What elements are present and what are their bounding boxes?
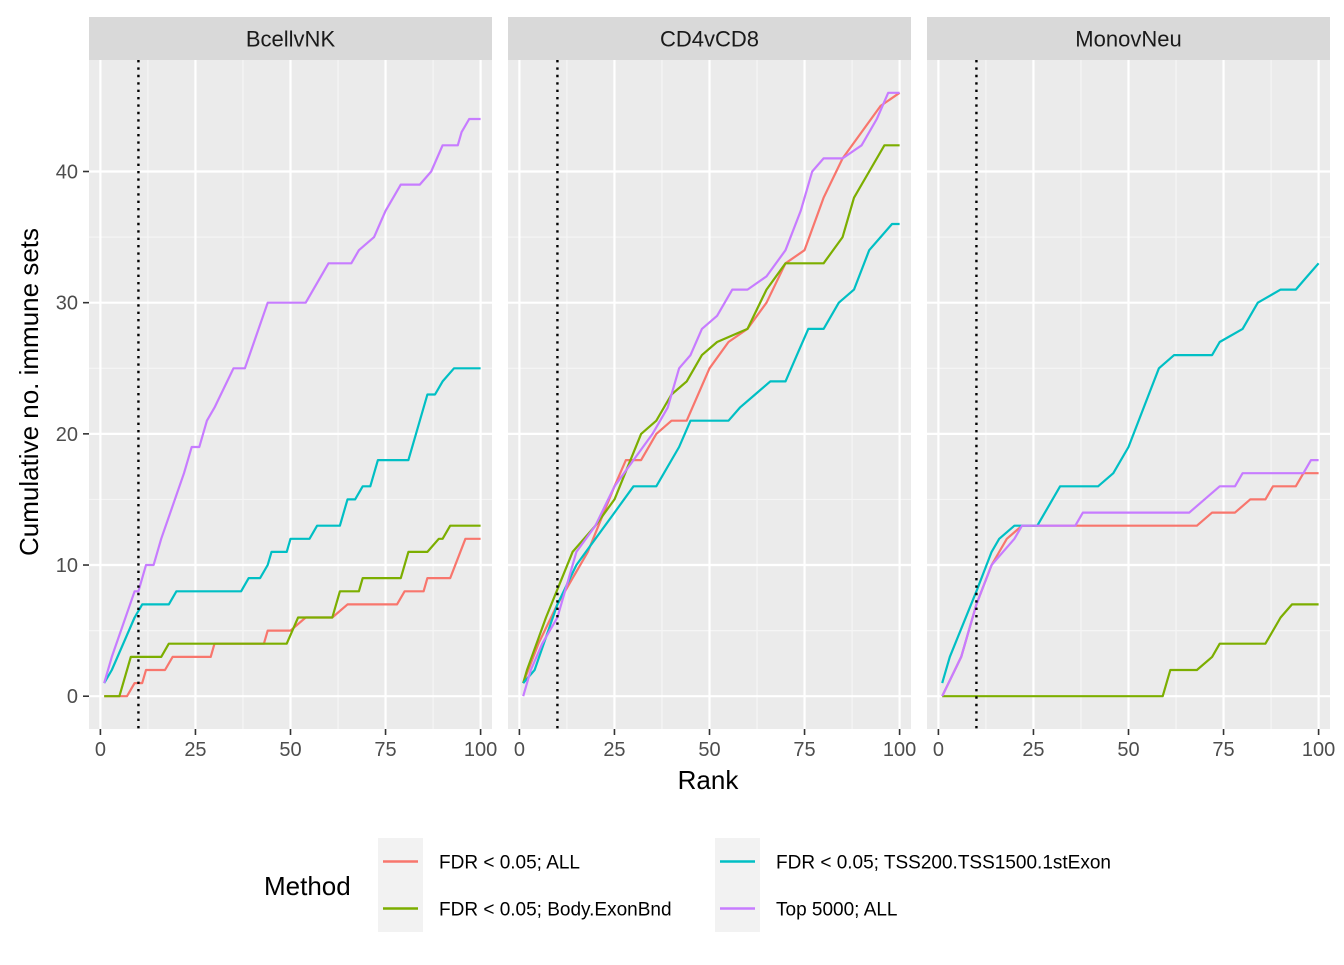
x-tick-label: 75 — [1212, 739, 1234, 761]
series-line — [941, 262, 1320, 684]
series-line — [941, 459, 1319, 697]
legend-title: Method — [264, 871, 351, 901]
x-tick-label: 0 — [933, 739, 944, 761]
legend-entry-label: FDR < 0.05; Body.ExonBnd — [439, 900, 672, 921]
x-tick-label: 75 — [793, 739, 815, 761]
series-line — [942, 603, 1319, 698]
x-tick-label: 50 — [698, 739, 720, 761]
y-axis-title: Cumulative no. immune sets — [14, 228, 44, 556]
y-tick-label: 20 — [56, 424, 78, 446]
facet-strip — [89, 17, 492, 60]
x-tick-label: 25 — [184, 739, 206, 761]
x-tick-label: 100 — [1302, 739, 1335, 761]
series-line — [522, 91, 901, 684]
facet-strip-label: CD4vCD8 — [660, 27, 759, 52]
x-tick-label: 100 — [464, 739, 497, 761]
facet-strip — [927, 17, 1330, 60]
series-line — [522, 91, 900, 697]
x-tick-label: 0 — [95, 739, 106, 761]
y-tick-label: 0 — [67, 686, 78, 708]
x-tick-label: 25 — [603, 739, 625, 761]
panels-layer: BcellvNK 0 25 50 75 100 0 10 20 30 40 CD4vCD8 0 25 50 7… — [56, 17, 1335, 761]
facet-strip-label: BcellvNK — [246, 27, 336, 52]
legend-entry-label: FDR < 0.05; TSS200.TSS1500.1stExon — [776, 853, 1111, 874]
y-tick-label: 10 — [56, 555, 78, 577]
legend-entry-label: FDR < 0.05; ALL — [439, 853, 580, 874]
x-tick-label: 50 — [1117, 739, 1139, 761]
y-tick-label: 30 — [56, 293, 78, 315]
series-line — [103, 367, 481, 684]
series-line — [104, 537, 481, 698]
facet-panel-0: BcellvNK 0 25 50 75 100 0 10 20 30 40 — [56, 17, 497, 761]
legend: Method FDR < 0.05; ALL FDR < 0.05; Body.E… — [264, 838, 1111, 932]
facet-strip — [508, 17, 911, 60]
facet-panel-1: CD4vCD8 0 25 50 75 100 — [508, 17, 916, 761]
x-axis-title: Rank — [678, 765, 740, 795]
x-tick-label: 100 — [883, 739, 916, 761]
series-line — [522, 222, 900, 684]
series-line — [103, 117, 481, 684]
x-tick-label: 75 — [374, 739, 396, 761]
legend-entry-label: Top 5000; ALL — [776, 900, 898, 921]
x-tick-label: 25 — [1022, 739, 1044, 761]
facet-panel-2: MonovNeu 0 25 50 75 100 — [927, 17, 1335, 761]
y-tick-label: 40 — [56, 162, 78, 184]
x-tick-label: 50 — [279, 739, 301, 761]
facet-strip-label: MonovNeu — [1075, 27, 1181, 52]
x-tick-label: 0 — [514, 739, 525, 761]
series-line — [104, 524, 481, 698]
series-line — [522, 144, 900, 684]
